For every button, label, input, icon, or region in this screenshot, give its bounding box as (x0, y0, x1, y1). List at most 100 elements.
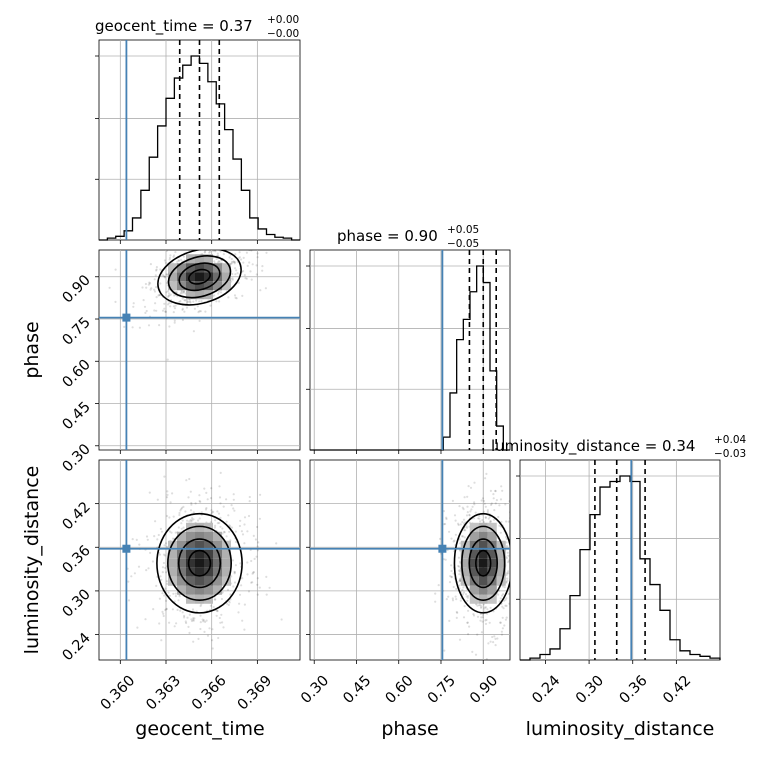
density-cell (195, 254, 204, 264)
sample-point (468, 625, 471, 628)
sample-point (499, 621, 502, 624)
sample-point (163, 307, 166, 310)
sample-point (255, 227, 257, 229)
sample-point (492, 518, 496, 521)
sample-point (467, 485, 470, 488)
sample-point (190, 618, 193, 621)
sample-point (508, 500, 510, 503)
sample-point (481, 613, 485, 616)
sample-point (187, 625, 190, 629)
tick-label-phase-y: 0.90 (60, 272, 94, 306)
tick-label-luminosity-distance-x: 0.24 (529, 673, 563, 707)
sample-point (480, 616, 483, 619)
density-cell (478, 522, 488, 532)
sample-point (461, 535, 464, 538)
sample-point (486, 509, 489, 512)
sample-point (248, 261, 251, 264)
sample-point (494, 489, 497, 492)
sample-point (500, 594, 504, 597)
sample-point (504, 604, 507, 607)
sample-point (159, 575, 162, 578)
sample-point (205, 491, 208, 494)
density-cell (204, 567, 213, 577)
panel-luminosity-distance-hist (519, 459, 721, 661)
density-cell (469, 585, 479, 595)
sample-point (482, 603, 485, 606)
sample-point (133, 572, 136, 575)
sample-point (217, 260, 220, 263)
sample-point (166, 303, 170, 306)
density-cell (213, 281, 222, 291)
sample-point (251, 572, 254, 575)
sample-point (169, 305, 172, 308)
sample-point (188, 631, 191, 635)
sample-point (221, 532, 224, 535)
sample-point (238, 602, 241, 605)
sample-point (494, 644, 497, 647)
sample-point (458, 584, 461, 587)
sample-point (231, 272, 234, 276)
sample-point (458, 573, 461, 576)
sample-point (458, 538, 461, 541)
sample-point (233, 232, 235, 234)
sample-point (490, 503, 493, 506)
title-geocent-time-upper: +0.00 (267, 14, 299, 26)
sample-point (165, 580, 169, 583)
density-cell (168, 549, 177, 559)
density-cell (460, 558, 470, 568)
sample-point (193, 307, 196, 310)
sample-point (479, 604, 482, 607)
sample-point (204, 250, 207, 252)
sample-point (165, 496, 169, 499)
sample-point (505, 597, 508, 600)
density-cell (177, 585, 186, 595)
sample-point (145, 535, 149, 538)
sample-point (174, 531, 177, 534)
sample-point (252, 571, 255, 574)
sample-point (190, 520, 193, 523)
sample-point (155, 266, 158, 269)
sample-point (517, 550, 519, 552)
tick-label-phase-x: 0.45 (340, 673, 374, 707)
sample-point (163, 475, 166, 478)
sample-point (138, 326, 141, 329)
sample-point (170, 531, 173, 534)
sample-point (515, 559, 517, 561)
sample-point (231, 559, 235, 562)
sample-point (169, 501, 172, 504)
sample-point (469, 510, 472, 513)
sample-point (472, 613, 475, 616)
sample-point (225, 498, 228, 501)
sample-point (482, 499, 486, 503)
density-cell (204, 263, 213, 273)
sample-point (149, 288, 152, 291)
sample-point (166, 358, 169, 361)
tick-label-luminosity-distance-y: 0.36 (60, 543, 94, 577)
sample-point (233, 571, 236, 574)
density-cell (195, 540, 204, 550)
sample-point (188, 613, 191, 616)
sample-point (219, 250, 222, 253)
sample-point (164, 310, 167, 313)
sample-point (473, 481, 476, 484)
sample-point (213, 250, 217, 252)
sample-point (525, 517, 527, 519)
sample-point (161, 566, 165, 569)
sample-point (485, 618, 488, 622)
sample-point (108, 286, 111, 289)
title-luminosity-distance-lower: −0.03 (714, 448, 746, 460)
sample-point (235, 250, 238, 251)
sample-point (136, 626, 139, 629)
sample-point (186, 519, 189, 522)
sample-point (144, 618, 147, 621)
sample-point (155, 268, 158, 271)
sample-point (156, 498, 159, 501)
sample-point (465, 525, 468, 528)
sample-point (243, 628, 246, 631)
sample-point (444, 522, 447, 526)
sample-point (185, 621, 188, 625)
sample-point (188, 477, 191, 481)
sample-point (496, 637, 499, 640)
sample-point (218, 290, 221, 293)
tick-label-phase-x: 0.30 (298, 673, 332, 707)
